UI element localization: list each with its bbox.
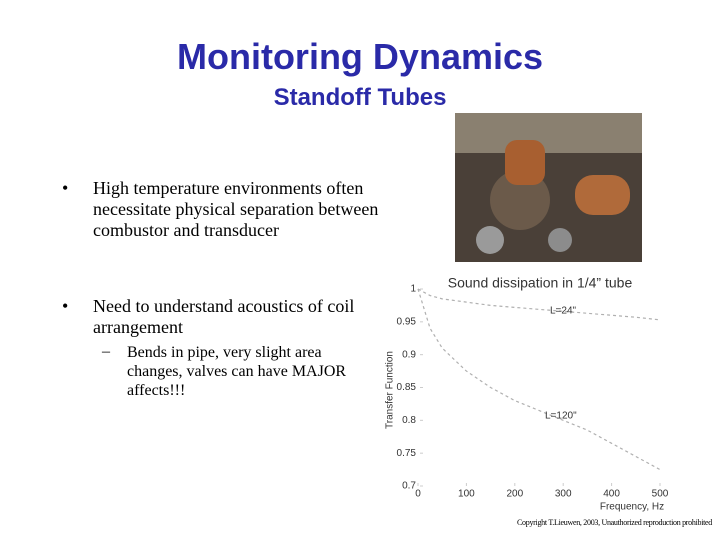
bullet-text: High temperature environments often nece… (93, 178, 379, 240)
chart-title: Sound dissipation in 1/4” tube (448, 275, 633, 291)
slide-title: Monitoring Dynamics (176, 36, 544, 77)
x-axis-label: Frequency, Hz (600, 502, 664, 513)
series-label: L=24" (550, 306, 577, 317)
series-line (417, 288, 661, 321)
y-tick-label: 0.85 (397, 382, 417, 393)
x-tick-label: 0 (415, 489, 421, 500)
y-tick-label: 0.8 (402, 415, 416, 426)
sub-bullet-dash: – (102, 343, 110, 360)
photo (455, 113, 642, 262)
footer: Copyright T.Lieuwen, 2003, Unauthorized … (517, 518, 712, 527)
bullet-dot: • (62, 178, 69, 198)
bullet-dot: • (62, 296, 69, 316)
y-tick-label: 1 (410, 284, 416, 295)
y-tick-label: 0.75 (397, 448, 417, 459)
x-tick-label: 500 (652, 489, 669, 500)
y-axis-label: Transfer Function (385, 351, 396, 429)
y-tick-label: 0.9 (402, 349, 416, 360)
sub-bullet-text: Bends in pipe, very slight area changes,… (127, 344, 347, 399)
x-tick-label: 100 (458, 489, 475, 500)
x-tick-label: 400 (603, 489, 620, 500)
series-line (417, 288, 661, 471)
x-tick-label: 200 (506, 489, 523, 500)
y-tick-label: 0.7 (402, 481, 416, 492)
slide-subtitle: Standoff Tubes (273, 84, 447, 111)
bullet-text: Need to understand acoustics of coil arr… (93, 296, 355, 337)
series-label: L=120" (545, 411, 577, 422)
y-tick-label: 0.95 (397, 316, 417, 327)
x-tick-label: 300 (555, 489, 572, 500)
